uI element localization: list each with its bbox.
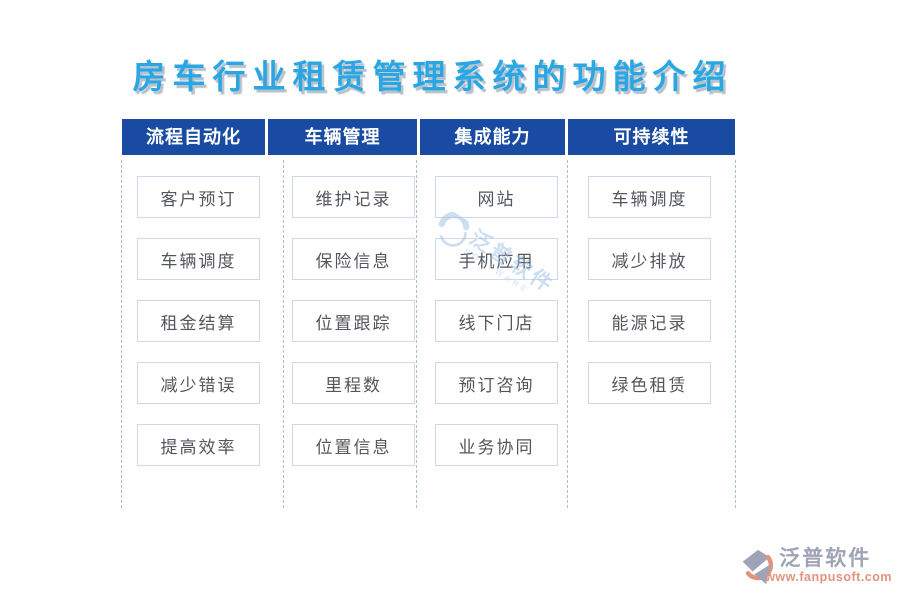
column-body: 客户预订车辆调度租金结算减少错误提高效率 (122, 155, 265, 486)
feature-box: 车辆调度 (137, 238, 260, 280)
column-separator (283, 160, 284, 508)
column-separator (567, 160, 568, 508)
column-body: 车辆调度减少排放能源记录绿色租赁 (568, 155, 735, 424)
column-body: 维护记录保险信息位置跟踪里程数位置信息 (268, 155, 417, 486)
feature-box: 业务协同 (435, 424, 558, 466)
column-3: 集成能力网站手机应用线下门店预订咨询业务协同 (420, 119, 565, 486)
feature-box: 租金结算 (137, 300, 260, 342)
column-header: 可持续性 (568, 119, 735, 155)
fanpu-logo-icon (740, 548, 776, 591)
feature-box: 预订咨询 (435, 362, 558, 404)
feature-box: 能源记录 (588, 300, 711, 342)
column-4: 可持续性车辆调度减少排放能源记录绿色租赁 (568, 119, 735, 486)
feature-box: 线下门店 (435, 300, 558, 342)
feature-box: 减少错误 (137, 362, 260, 404)
feature-box: 里程数 (292, 362, 415, 404)
feature-box: 提高效率 (137, 424, 260, 466)
column-header: 集成能力 (420, 119, 565, 155)
feature-box: 网站 (435, 176, 558, 218)
feature-box: 位置跟踪 (292, 300, 415, 342)
column-header: 流程自动化 (122, 119, 265, 155)
page-title: 房车行业租赁管理系统的功能介绍 (132, 58, 733, 95)
column-header: 车辆管理 (268, 119, 417, 155)
feature-box: 维护记录 (292, 176, 415, 218)
column-1: 流程自动化客户预订车辆调度租金结算减少错误提高效率 (122, 119, 265, 486)
column-separator (735, 160, 736, 508)
column-2: 车辆管理维护记录保险信息位置跟踪里程数位置信息 (268, 119, 417, 486)
feature-box: 保险信息 (292, 238, 415, 280)
column-separator (416, 160, 417, 508)
footer-brand: 泛普软件 (779, 547, 872, 570)
feature-box: 减少排放 (588, 238, 711, 280)
feature-box: 车辆调度 (588, 176, 711, 218)
feature-box: 手机应用 (435, 238, 558, 280)
feature-box: 客户预订 (137, 176, 260, 218)
column-body: 网站手机应用线下门店预订咨询业务协同 (420, 155, 565, 486)
feature-box: 位置信息 (292, 424, 415, 466)
footer-logo: 泛普软件 www.fanpusoft.com (740, 548, 892, 591)
feature-columns: 流程自动化 客户预订 车辆调度 租金结算 减少错误 提高效率 车辆管理 维护记录 保险信息 位置跟… (122, 119, 735, 486)
feature-box: 绿色租赁 (588, 362, 711, 404)
footer-url: www.fanpusoft.com (765, 570, 892, 584)
column-separator (121, 160, 122, 508)
